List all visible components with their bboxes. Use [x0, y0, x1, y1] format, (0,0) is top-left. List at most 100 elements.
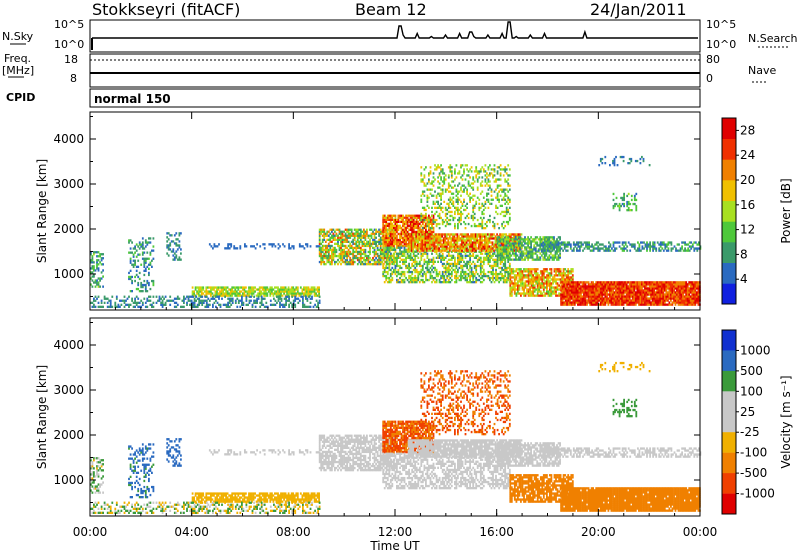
power-cell [408, 266, 410, 270]
power-cell [495, 204, 497, 207]
power-cell [522, 244, 525, 247]
power-cell [510, 258, 513, 261]
power-cell [541, 282, 544, 285]
power-cell [160, 297, 162, 300]
power-cell [472, 182, 475, 185]
power-cell [440, 254, 442, 257]
power-cell [507, 240, 510, 243]
power-cell [560, 281, 562, 284]
power-cell [416, 247, 419, 250]
power-cell [455, 274, 458, 278]
power-cell [524, 246, 526, 249]
power-cell [320, 246, 323, 250]
power-cell [219, 290, 221, 293]
power-cell [476, 241, 479, 244]
power-cell [399, 266, 401, 270]
power-cell [449, 206, 452, 209]
power-cell [400, 278, 403, 282]
power-cell [375, 236, 377, 239]
power-cell [144, 283, 147, 287]
power-cell [548, 242, 551, 245]
power-cell [332, 236, 335, 239]
power-cell [446, 220, 449, 224]
power-cell [231, 299, 234, 302]
power-cell [492, 252, 494, 255]
power-cell [438, 281, 441, 284]
power-cell [438, 166, 441, 169]
power-cell [335, 248, 338, 252]
power-cell [501, 238, 503, 241]
power-cell [332, 248, 335, 252]
power-cell [352, 240, 355, 243]
power-cell [435, 206, 438, 209]
power-cell [220, 294, 223, 297]
power-cell [408, 256, 410, 259]
power-cell [414, 222, 417, 225]
power-cell [443, 262, 446, 266]
power-cell [373, 232, 376, 235]
power-cell [484, 206, 487, 209]
power-cell [366, 242, 368, 245]
power-cell [93, 305, 95, 308]
power-cell [172, 240, 175, 243]
power-cell [476, 180, 479, 183]
power-cell [359, 232, 362, 235]
power-cell [454, 224, 456, 228]
power-cell [437, 206, 439, 209]
power-cell [303, 288, 305, 291]
power-cell [298, 299, 301, 302]
power-cell [472, 216, 475, 220]
power-cell [444, 268, 447, 272]
power-cell [248, 288, 250, 291]
power-cell [324, 232, 327, 235]
power-cell [479, 264, 482, 268]
power-cell [454, 260, 456, 263]
power-cell [421, 281, 424, 284]
power-data-cells [90, 155, 702, 308]
power-cell [456, 237, 459, 240]
power-cell [541, 292, 544, 295]
power-cell [517, 292, 519, 295]
power-cell [402, 281, 404, 284]
power-cell [412, 239, 415, 242]
power-cell [556, 238, 558, 241]
power-cell [359, 228, 362, 231]
power-cell [372, 232, 374, 235]
power-cell [460, 188, 462, 191]
power-cell [175, 301, 178, 304]
power-cell [536, 292, 539, 295]
power-cell [248, 290, 250, 293]
power-cell [498, 240, 500, 243]
power-cell [406, 242, 409, 246]
power-cell [206, 292, 209, 295]
power-cell [448, 247, 451, 250]
power-cell [432, 276, 435, 280]
power-cell [435, 274, 438, 278]
power-cell [132, 247, 135, 250]
power-cell [117, 303, 120, 306]
power-cell [373, 236, 376, 239]
power-cell [426, 224, 429, 228]
power-cell [138, 277, 141, 281]
power-cell [412, 228, 415, 232]
power-cell [376, 263, 379, 266]
power-cell [433, 249, 436, 252]
power-cell [381, 230, 384, 233]
power-cell [94, 285, 97, 288]
power-cell [440, 260, 442, 263]
power-cell [455, 194, 458, 197]
power-cell [99, 255, 101, 258]
power-cell [480, 249, 483, 252]
power-cell [415, 226, 418, 230]
power-cell [388, 238, 391, 242]
power-cell [412, 222, 415, 225]
power-cell [515, 268, 518, 271]
power-cell [406, 234, 409, 238]
power-cell [421, 252, 424, 255]
power-cell [394, 272, 397, 276]
power-cell [450, 180, 453, 183]
power-cell [492, 272, 494, 276]
power-cell [469, 200, 471, 203]
power-cell [350, 252, 353, 256]
power-cell [189, 299, 191, 302]
